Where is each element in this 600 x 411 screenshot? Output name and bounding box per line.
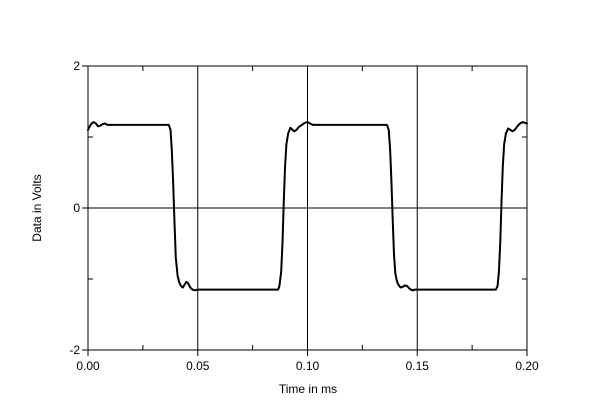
axis-ticks: [82, 65, 528, 356]
x-tick-label: 0.05: [186, 359, 210, 373]
series-line: [87, 121, 528, 292]
x-tick-labels: 0.00 0.05 0.10 0.15 0.20: [76, 359, 539, 373]
x-axis-title: Time in ms: [279, 382, 337, 396]
grid-lines: [88, 66, 527, 350]
x-tick-label: 0.20: [515, 359, 539, 373]
y-tick-label: -2: [69, 343, 80, 357]
y-axis-title: Data in Volts: [30, 174, 44, 241]
x-tick-label: 0.15: [406, 359, 430, 373]
y-tick-label: 2: [73, 59, 80, 73]
y-tick-labels: 2 0 -2: [69, 59, 80, 357]
x-tick-label: 0.10: [296, 359, 320, 373]
y-tick-label: 0: [73, 201, 80, 215]
x-tick-label: 0.00: [76, 359, 100, 373]
